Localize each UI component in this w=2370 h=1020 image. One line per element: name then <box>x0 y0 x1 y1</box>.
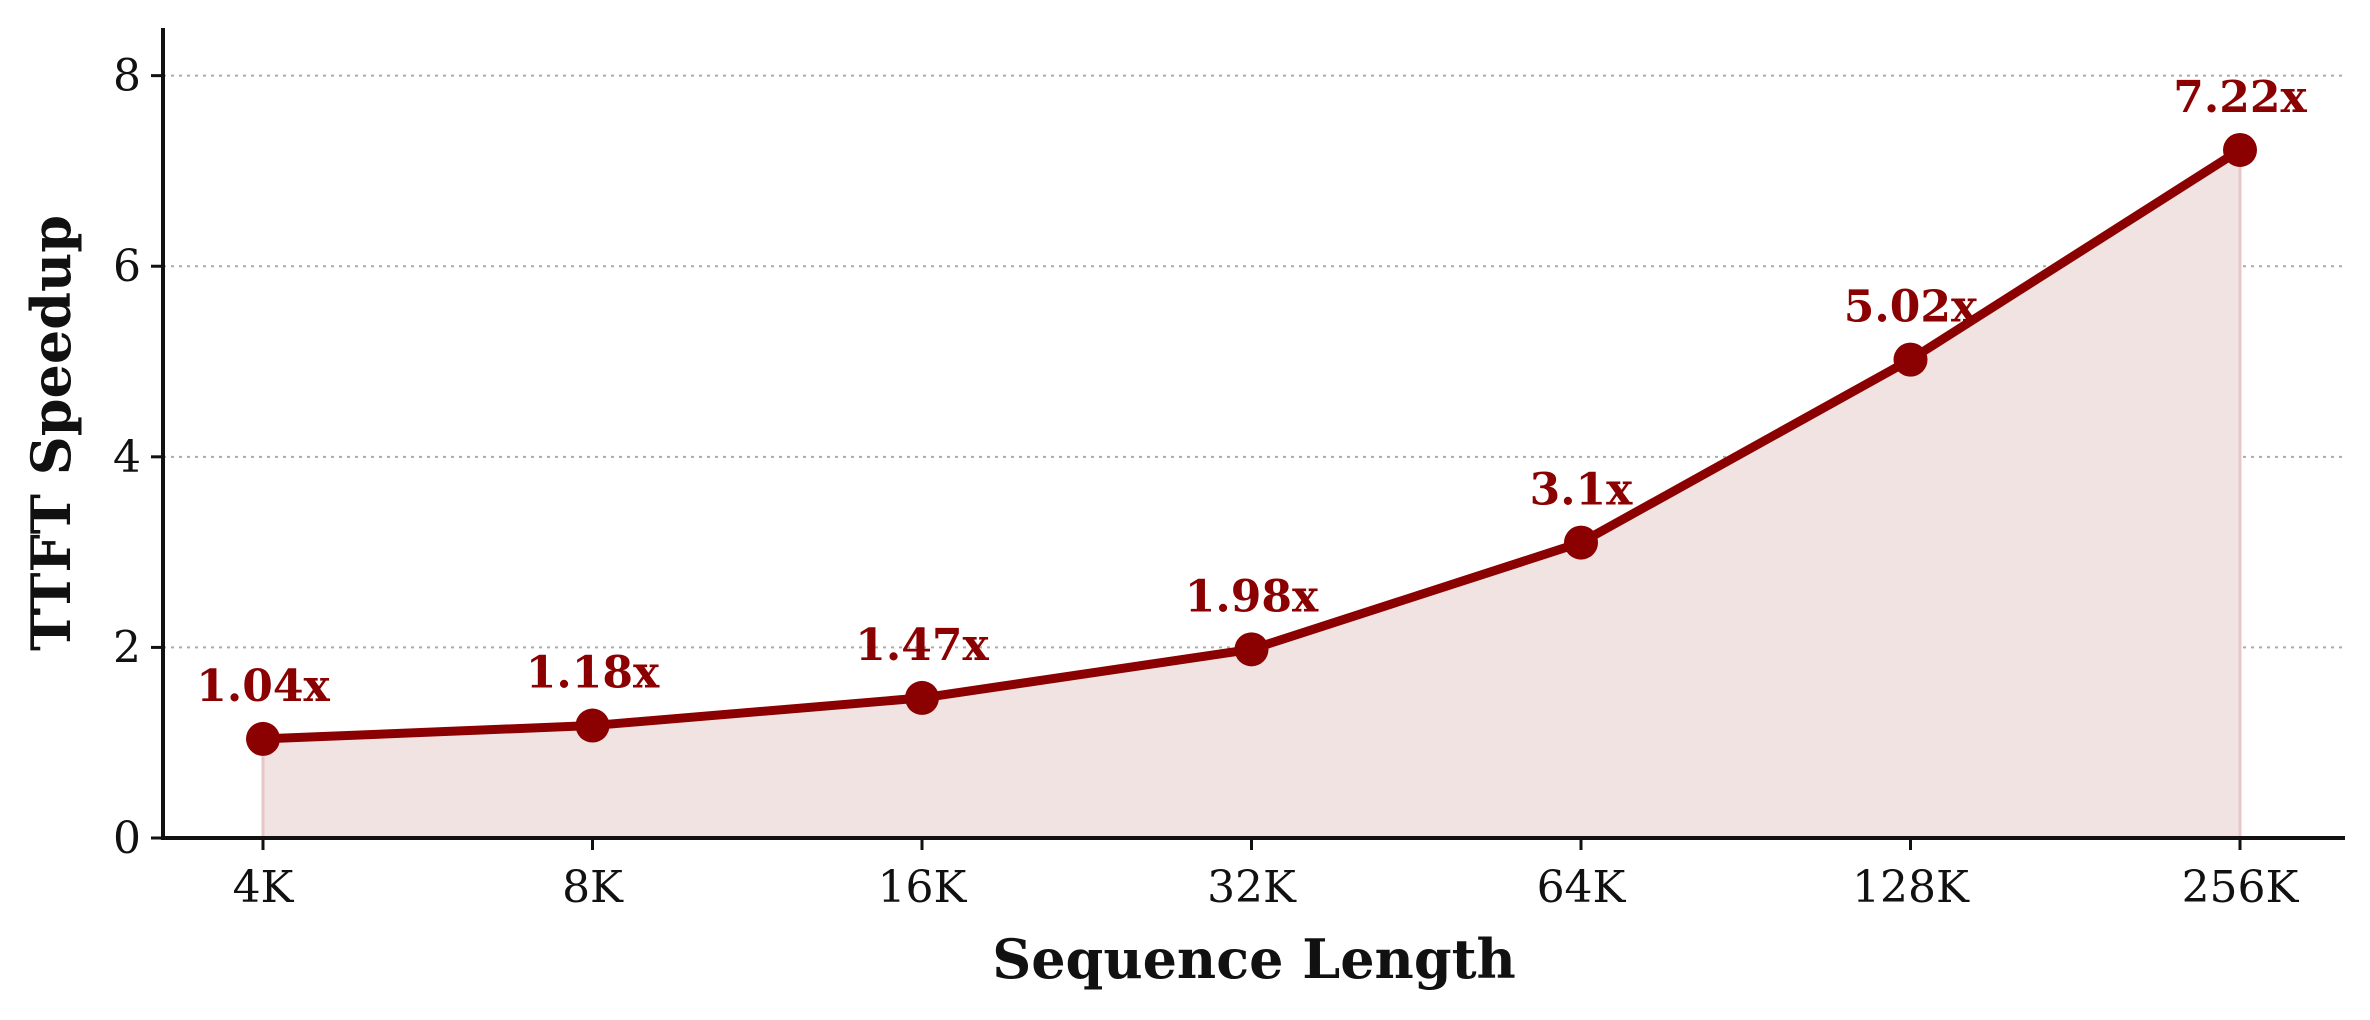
axes <box>151 28 2345 850</box>
data-label: 1.98x <box>1185 571 1319 622</box>
data-point <box>1234 632 1269 667</box>
series-layer <box>246 132 2257 756</box>
tick-labels: 0 2 4 6 8 4K 8K 16K 32K 64K 128K 256K <box>113 51 2300 913</box>
x-tick-label: 256K <box>2182 862 2300 913</box>
area-fill-layer <box>261 149 2242 839</box>
x-tick-label: 128K <box>1852 862 1970 913</box>
data-label: 3.1x <box>1530 465 1634 516</box>
data-label: 1.47x <box>855 620 989 671</box>
x-tick-label: 4K <box>233 862 295 913</box>
data-point <box>1893 342 1928 377</box>
data-label: 7.22x <box>2173 72 2307 123</box>
data-labels: 1.04x 1.18x 1.47x 1.98x 3.1x 5.02x 7.22x <box>196 72 2307 712</box>
data-point <box>575 708 610 743</box>
data-point <box>246 721 280 756</box>
data-label: 1.18x <box>526 648 660 699</box>
y-axis-title: TTFT Speedup <box>19 215 83 651</box>
x-tick-label: 64K <box>1537 862 1627 913</box>
y-tick-label: 4 <box>113 432 141 483</box>
data-label: 1.04x <box>196 661 330 712</box>
y-tick-label: 6 <box>113 241 141 292</box>
x-tick-label: 16K <box>878 862 968 913</box>
y-tick-label: 0 <box>113 813 141 864</box>
y-tick-label: 2 <box>113 622 141 673</box>
data-point <box>2223 132 2257 167</box>
y-tick-label: 8 <box>113 51 141 102</box>
x-tick-label: 32K <box>1207 862 1297 913</box>
data-label: 5.02x <box>1844 282 1978 333</box>
area-fill <box>263 149 2240 839</box>
x-tick-label: 8K <box>562 862 624 913</box>
data-point <box>905 680 939 715</box>
x-axis-title: Sequence Length <box>992 927 1516 991</box>
data-point <box>1564 525 1598 560</box>
